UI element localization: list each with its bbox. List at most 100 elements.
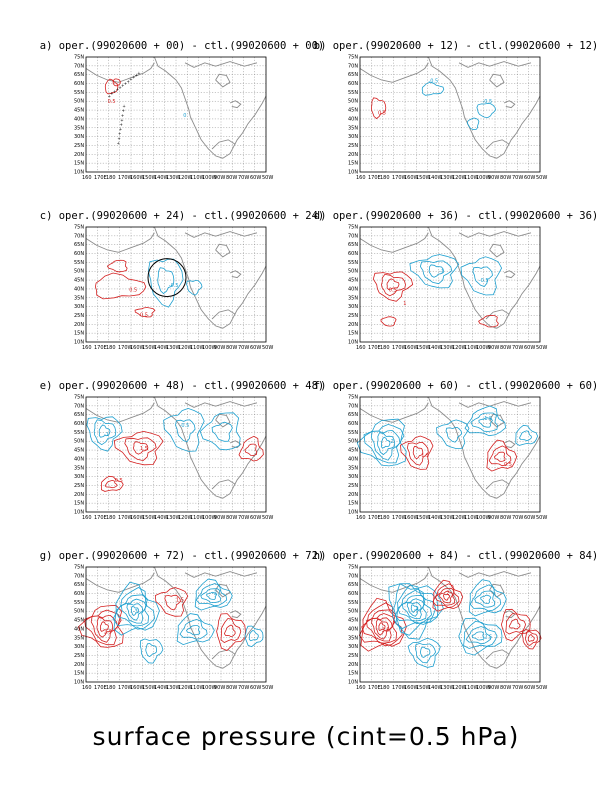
lat-tick-label: 55N <box>348 90 358 96</box>
lat-tick-label: 30N <box>74 474 84 480</box>
lat-tick-label: 50N <box>74 439 84 445</box>
contour-negative <box>112 587 156 630</box>
contour-positive <box>505 612 527 635</box>
lat-tick-label: 70N <box>348 63 358 69</box>
contour-label: 1.5 <box>421 453 429 459</box>
contour-positive <box>372 271 414 302</box>
lat-tick-label: 70N <box>74 573 84 579</box>
contour-positive <box>100 621 109 632</box>
contour-negative <box>469 584 502 612</box>
lon-tick-label: 110W <box>190 685 205 691</box>
lon-tick-label: 50W <box>262 345 273 351</box>
lon-tick-label: 140W <box>428 175 443 181</box>
contour-positive <box>371 617 393 640</box>
lon-tick-label: 130W <box>166 685 181 691</box>
contour-positive <box>442 593 451 601</box>
axis-labels: 10N 15N 20N 25N 30N 35N 40N 45N 50N 55N 60N 65N 70N 7… <box>348 565 547 692</box>
lon-tick-label: 100W <box>202 685 217 691</box>
map-frame <box>359 56 541 173</box>
contour-negative <box>145 643 157 657</box>
contour-negative <box>86 416 123 452</box>
map-plot: 3.5 2 -4 -2.5 10N 15N 20N 25N 30N 35N 40N 45N 50N 55N… <box>348 565 547 692</box>
contour-label: 0.5 <box>389 287 397 293</box>
map-panel-f: f) oper.(99020600 + 60) - ctl.(99020600 … <box>306 380 606 540</box>
figure-caption: surface pressure (cint=0.5 hPa) <box>92 722 520 751</box>
lat-tick-label: 60N <box>74 81 84 87</box>
contour-label: -2 <box>212 591 217 597</box>
lat-tick-label: 75N <box>74 565 84 571</box>
lat-tick-label: 25N <box>74 483 84 489</box>
lon-tick-label: 150W <box>416 515 431 521</box>
lon-tick-label: 60W <box>524 515 535 521</box>
contour-negative <box>120 598 147 624</box>
lon-tick-label: 180 <box>106 685 116 691</box>
lat-tick-label: 65N <box>348 242 358 248</box>
track-marker: + <box>117 140 120 145</box>
lon-tick-label: 160 <box>356 175 366 181</box>
contour-label: 0.5 <box>378 111 386 117</box>
contour-negative <box>139 638 164 664</box>
lon-tick-label: 170W <box>118 175 133 181</box>
panel-title: e) oper.(99020600 + 48) - ctl.(99020600 … <box>39 380 325 392</box>
lon-tick-label: 110W <box>190 175 205 181</box>
contour-negative <box>363 423 405 464</box>
lon-tick-label: 140W <box>428 515 443 521</box>
lat-tick-label: 60N <box>348 591 358 597</box>
lat-tick-label: 65N <box>74 242 84 248</box>
lat-tick-label: 40N <box>74 456 84 462</box>
coastline-segment <box>85 402 155 423</box>
lon-tick-label: 80W <box>226 685 237 691</box>
contour-negative <box>406 602 422 617</box>
map-frame <box>85 56 267 173</box>
lon-tick-label: 180 <box>380 175 390 181</box>
lon-tick-label: 90W <box>488 175 499 181</box>
coastline-segment <box>229 610 242 619</box>
lon-tick-label: 150W <box>142 175 157 181</box>
lon-tick-label: 60W <box>524 345 535 351</box>
contour-label: 0.5 <box>140 313 148 319</box>
contour-positive <box>378 622 386 631</box>
lon-tick-label: 120W <box>452 685 467 691</box>
contour-positive <box>101 475 124 492</box>
lon-tick-label: 160W <box>130 515 145 521</box>
coastline-segment <box>489 73 505 88</box>
contour-label: -2 <box>389 439 394 445</box>
lon-tick-label: 90W <box>214 685 225 691</box>
lon-tick-label: 170E <box>94 175 107 181</box>
contour-negative <box>163 407 205 452</box>
lon-tick-label: 170W <box>118 515 133 521</box>
lon-tick-label: 160W <box>130 685 145 691</box>
lon-tick-label: 70W <box>238 515 249 521</box>
coastline-segment <box>215 413 231 428</box>
contour-negative <box>211 421 233 442</box>
contour-negative <box>407 637 441 668</box>
contour-positive <box>432 583 460 609</box>
lon-tick-label: 170E <box>94 515 107 521</box>
coastline-segment <box>359 232 429 253</box>
map-plot: + + + + + + + + + + + ++++++++++0.5 0 10N 15N 20N 25N 30N… <box>74 55 273 182</box>
coastline-segment <box>211 309 236 320</box>
contour-label: -0.5 <box>428 78 438 84</box>
contour-negative <box>393 583 439 636</box>
coastline-segment <box>153 226 267 329</box>
map-panel-g: g) oper.(99020600 + 72) - ctl.(99020600 … <box>32 550 332 710</box>
contour-positive <box>370 97 387 120</box>
lat-tick-label: 65N <box>74 412 84 418</box>
lat-tick-label: 10N <box>348 170 358 176</box>
lon-tick-label: 180 <box>380 515 390 521</box>
lon-tick-label: 120W <box>178 685 193 691</box>
contour-label: -1 <box>104 432 109 438</box>
coastline-segment <box>153 56 267 159</box>
track-marker: + <box>108 93 111 98</box>
lon-tick-label: 160 <box>356 515 366 521</box>
contour-negative <box>419 646 431 658</box>
lat-tick-label: 60N <box>348 81 358 87</box>
axis-labels: 10N 15N 20N 25N 30N 35N 40N 45N 50N 55N 60N 65N 70N 7… <box>74 395 273 522</box>
lat-tick-label: 35N <box>74 295 84 301</box>
coastline-segment <box>153 396 267 499</box>
contour-label: -0.5 <box>482 99 492 105</box>
lon-tick-label: 100W <box>476 175 491 181</box>
coastline-segment <box>485 309 510 320</box>
lon-tick-label: 130W <box>440 345 455 351</box>
contour-label: -3 <box>133 609 138 615</box>
